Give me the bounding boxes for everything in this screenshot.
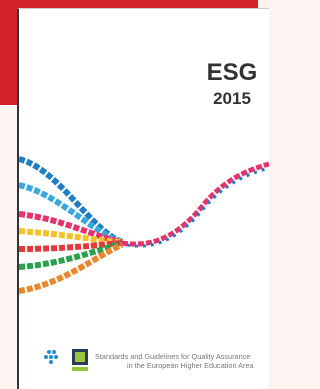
title: ESG — [197, 59, 267, 87]
screen: ESG 2015 Standards and Guidelines for Qu… — [0, 0, 258, 377]
cover-page: ESG 2015 Standards and Guidelines for Qu… — [17, 8, 269, 389]
subtitle: in the European Higher Education Area — [127, 361, 254, 370]
year: 2015 — [197, 89, 267, 109]
logo-left — [44, 350, 58, 364]
subtitle: Standards and Guidelines for Quality Ass… — [95, 352, 250, 361]
